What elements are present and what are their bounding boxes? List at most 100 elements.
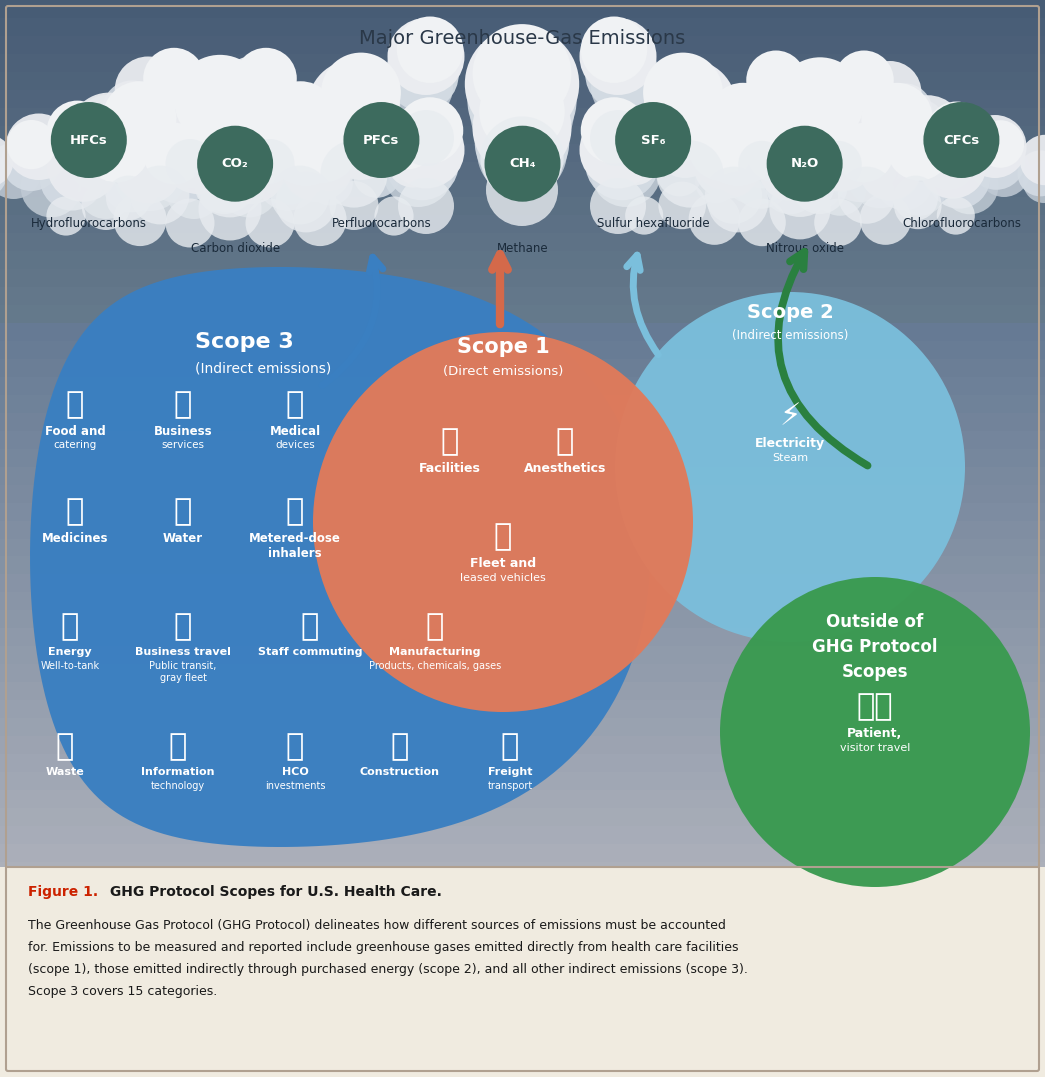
Text: Electricity: Electricity (754, 437, 826, 450)
Circle shape (109, 101, 191, 184)
Text: 🚗🚌: 🚗🚌 (857, 693, 893, 722)
Circle shape (480, 69, 564, 154)
Circle shape (21, 156, 82, 218)
Circle shape (834, 123, 893, 182)
Text: PFCs: PFCs (364, 134, 399, 146)
Circle shape (46, 196, 86, 236)
Circle shape (328, 113, 394, 180)
Circle shape (78, 163, 134, 219)
Circle shape (774, 73, 840, 140)
Circle shape (963, 115, 1026, 178)
Circle shape (68, 134, 123, 190)
Text: Medical: Medical (270, 424, 321, 437)
Circle shape (246, 139, 295, 188)
Circle shape (695, 132, 752, 190)
Circle shape (102, 81, 162, 140)
Circle shape (873, 95, 926, 148)
Bar (0, 197, 1045, 215)
Circle shape (118, 95, 171, 148)
Circle shape (398, 110, 454, 166)
Circle shape (321, 53, 401, 132)
Bar (0, 897, 1045, 915)
Circle shape (661, 90, 746, 174)
Circle shape (136, 87, 225, 176)
Bar (0, 180, 1045, 197)
Circle shape (388, 18, 464, 95)
Text: Well-to-tank: Well-to-tank (41, 661, 99, 671)
Bar (0, 359, 1045, 377)
Circle shape (610, 135, 660, 185)
Circle shape (689, 193, 740, 244)
Text: (Direct emissions): (Direct emissions) (443, 364, 563, 378)
Bar (0, 988, 1045, 1005)
Text: 🏥: 🏥 (441, 428, 459, 457)
Bar (0, 449, 1045, 466)
Circle shape (398, 178, 454, 234)
Text: Anesthetics: Anesthetics (524, 462, 606, 475)
Circle shape (386, 127, 459, 200)
Circle shape (298, 90, 382, 174)
Bar (0, 700, 1045, 718)
Circle shape (40, 125, 107, 193)
Circle shape (165, 112, 234, 182)
Bar (0, 880, 1045, 897)
Circle shape (264, 102, 348, 186)
Circle shape (654, 101, 714, 160)
Circle shape (198, 126, 273, 201)
Bar (0, 736, 1045, 754)
Circle shape (199, 81, 258, 140)
Circle shape (977, 121, 1024, 168)
Circle shape (810, 112, 880, 182)
Circle shape (397, 97, 463, 164)
Text: 💊: 💊 (66, 498, 85, 527)
Circle shape (97, 108, 159, 170)
Bar (0, 665, 1045, 682)
Text: Business travel: Business travel (135, 647, 231, 657)
Text: Business: Business (154, 424, 212, 437)
Circle shape (61, 113, 132, 184)
Circle shape (921, 134, 976, 190)
Circle shape (321, 140, 388, 208)
Text: Carbon dioxide: Carbon dioxide (190, 241, 280, 254)
Text: 🍽: 🍽 (66, 391, 85, 420)
Circle shape (695, 160, 737, 202)
Bar (0, 305, 1045, 323)
Bar (0, 862, 1045, 880)
Circle shape (131, 166, 189, 224)
Circle shape (591, 137, 661, 207)
Circle shape (102, 153, 162, 212)
Circle shape (715, 95, 790, 171)
Text: ⚡: ⚡ (780, 403, 800, 432)
Text: Information: Information (141, 767, 215, 777)
Bar (0, 557, 1045, 574)
Circle shape (1023, 160, 1045, 202)
Circle shape (658, 182, 706, 229)
Circle shape (465, 27, 579, 141)
Bar (0, 718, 1045, 736)
Text: services: services (162, 440, 205, 450)
Bar (0, 395, 1045, 412)
Bar (0, 1041, 1045, 1059)
Text: HFCs: HFCs (70, 134, 108, 146)
Text: HCO: HCO (281, 767, 308, 777)
Circle shape (814, 99, 866, 152)
Text: Freight: Freight (488, 767, 532, 777)
Circle shape (308, 160, 353, 206)
Circle shape (47, 100, 109, 163)
Bar (0, 36, 1045, 54)
Bar (0, 915, 1045, 934)
Circle shape (729, 146, 792, 209)
Text: investments: investments (264, 781, 325, 792)
Circle shape (903, 124, 961, 182)
Bar (0, 592, 1045, 611)
Circle shape (887, 116, 951, 181)
Circle shape (834, 51, 893, 110)
Circle shape (799, 111, 881, 192)
Bar (0, 843, 1045, 862)
Circle shape (814, 164, 866, 215)
Circle shape (176, 100, 249, 174)
Circle shape (5, 113, 72, 180)
Circle shape (251, 93, 331, 172)
Bar (0, 0, 1045, 18)
Circle shape (314, 332, 693, 712)
